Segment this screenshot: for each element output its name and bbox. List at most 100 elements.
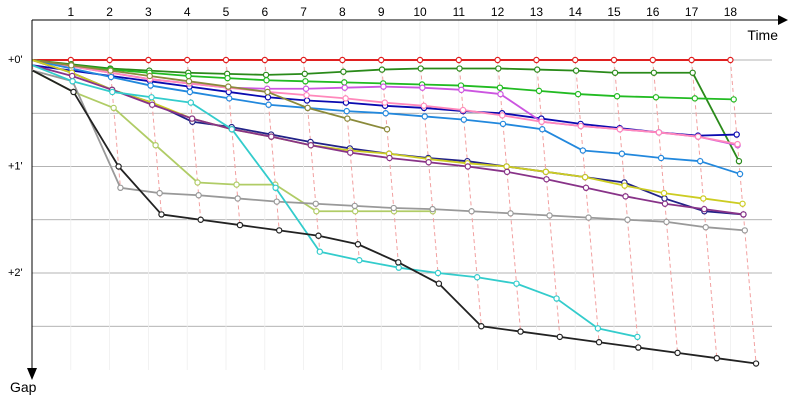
x-tick-label: 17 — [685, 5, 699, 19]
connector-segment — [546, 179, 549, 215]
data-point — [714, 356, 719, 361]
data-point — [352, 203, 357, 208]
connector-segment — [557, 299, 560, 337]
data-point — [301, 57, 306, 62]
data-point — [580, 148, 585, 153]
connector-segment — [472, 211, 478, 277]
connector-segment — [578, 94, 581, 124]
connector-segment — [394, 211, 398, 262]
data-point — [656, 130, 661, 135]
data-point — [461, 117, 466, 122]
data-point — [575, 91, 580, 96]
data-point — [265, 89, 270, 94]
data-point — [731, 97, 736, 102]
data-point — [316, 233, 321, 238]
data-point — [198, 217, 203, 222]
connector-segment — [503, 124, 507, 167]
data-point — [303, 86, 308, 91]
data-point — [235, 196, 240, 201]
data-point — [544, 177, 549, 182]
connector-segment — [316, 211, 318, 235]
data-point — [430, 207, 435, 212]
connector-segment — [615, 73, 617, 96]
data-point — [107, 57, 112, 62]
x-tick-label: 18 — [724, 5, 738, 19]
data-point — [596, 340, 601, 345]
data-point — [379, 57, 384, 62]
x-tick-label: 4 — [184, 5, 191, 19]
data-point — [574, 68, 579, 73]
data-point — [611, 57, 616, 62]
data-point — [304, 93, 309, 98]
data-point — [303, 79, 308, 84]
data-point — [457, 66, 462, 71]
data-point — [689, 57, 694, 62]
data-point — [195, 180, 200, 185]
data-point — [111, 105, 116, 110]
data-point — [186, 79, 191, 84]
connector-segment — [464, 120, 468, 162]
data-point — [186, 73, 191, 78]
data-point — [355, 242, 360, 247]
series-10 — [32, 60, 745, 206]
connector-segment — [698, 137, 700, 161]
data-point — [619, 151, 624, 156]
series — [32, 57, 759, 366]
data-point — [469, 209, 474, 214]
data-point — [742, 228, 747, 233]
data-point — [317, 249, 322, 254]
data-point — [734, 132, 739, 137]
data-point — [623, 194, 628, 199]
connector-segment — [626, 196, 628, 219]
data-point — [313, 201, 318, 206]
data-point — [475, 275, 480, 280]
data-point — [636, 345, 641, 350]
data-point — [159, 212, 164, 217]
connector-segment — [311, 145, 316, 204]
data-point — [381, 84, 386, 89]
data-point — [736, 159, 741, 164]
data-point — [735, 142, 740, 147]
data-point — [146, 57, 151, 62]
connector-segment — [355, 211, 358, 244]
data-point — [149, 95, 154, 100]
connector-segment — [350, 153, 355, 206]
data-point — [583, 185, 588, 190]
connector-segment — [581, 126, 583, 150]
data-point — [343, 96, 348, 101]
data-point — [595, 326, 600, 331]
data-point — [554, 296, 559, 301]
connector-segment — [199, 195, 201, 219]
data-point — [635, 334, 640, 339]
y-tick-label: +2' — [8, 267, 23, 279]
data-point — [147, 73, 152, 78]
data-point — [504, 169, 509, 174]
x-tick-label: 12 — [491, 5, 505, 19]
connector-segment — [695, 98, 698, 135]
connector-segment — [537, 70, 539, 91]
data-point — [498, 91, 503, 96]
data-point — [651, 70, 656, 75]
data-point — [269, 134, 274, 139]
data-point — [116, 164, 121, 169]
data-point — [266, 102, 271, 107]
x-tick-label: 6 — [261, 5, 268, 19]
data-point — [703, 225, 708, 230]
data-point — [391, 205, 396, 210]
connector-segment — [229, 98, 231, 127]
connector-segment — [654, 73, 656, 97]
x-tick-label: 16 — [646, 5, 660, 19]
connector-segment — [586, 188, 589, 218]
data-point — [225, 76, 230, 81]
data-point — [728, 57, 733, 62]
data-point — [274, 199, 279, 204]
data-point — [622, 183, 627, 188]
connector-segment — [517, 284, 521, 332]
data-point — [573, 57, 578, 62]
data-point — [150, 102, 155, 107]
data-point — [702, 207, 707, 212]
x-tick-label: 3 — [145, 5, 152, 19]
data-point — [227, 96, 232, 101]
